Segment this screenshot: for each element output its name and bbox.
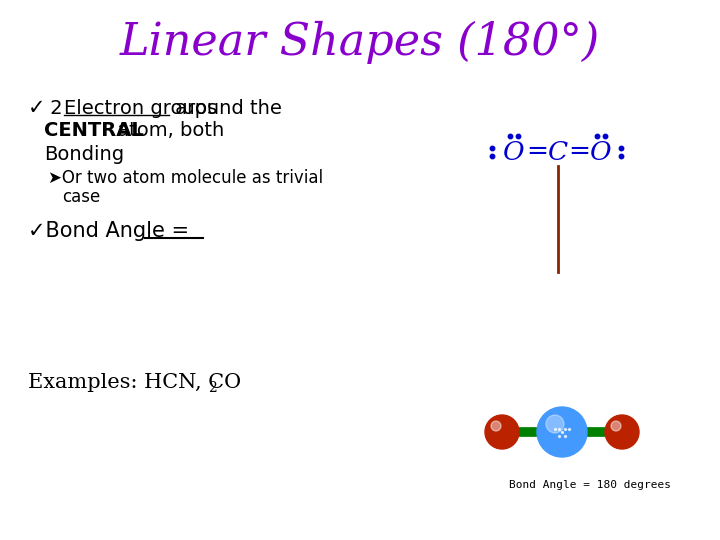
Text: case: case: [62, 188, 100, 206]
Text: 2: 2: [44, 98, 69, 118]
Circle shape: [605, 415, 639, 449]
Text: ✓: ✓: [28, 98, 45, 118]
Text: Bond Angle = 180 degrees: Bond Angle = 180 degrees: [509, 480, 671, 490]
Text: around the: around the: [169, 98, 282, 118]
Text: Electron groups: Electron groups: [64, 98, 217, 118]
Text: =: =: [526, 139, 548, 165]
Text: Linear Shapes (180°): Linear Shapes (180°): [120, 21, 600, 64]
Circle shape: [537, 407, 587, 457]
Text: atom, both: atom, both: [111, 122, 224, 140]
Text: ✓Bond Angle =: ✓Bond Angle =: [28, 221, 196, 241]
Circle shape: [485, 415, 519, 449]
Text: O: O: [590, 139, 612, 165]
Text: Bonding: Bonding: [44, 145, 124, 164]
Text: O: O: [503, 139, 525, 165]
Circle shape: [611, 421, 621, 431]
Circle shape: [546, 415, 564, 433]
Text: =: =: [568, 139, 590, 165]
Text: 2: 2: [208, 381, 217, 395]
Text: CENTRAL: CENTRAL: [44, 122, 144, 140]
Circle shape: [491, 421, 501, 431]
Text: Examples: HCN, CO: Examples: HCN, CO: [28, 373, 241, 392]
Text: C: C: [548, 139, 568, 165]
Text: ➤Or two atom molecule as trivial: ➤Or two atom molecule as trivial: [48, 169, 323, 187]
